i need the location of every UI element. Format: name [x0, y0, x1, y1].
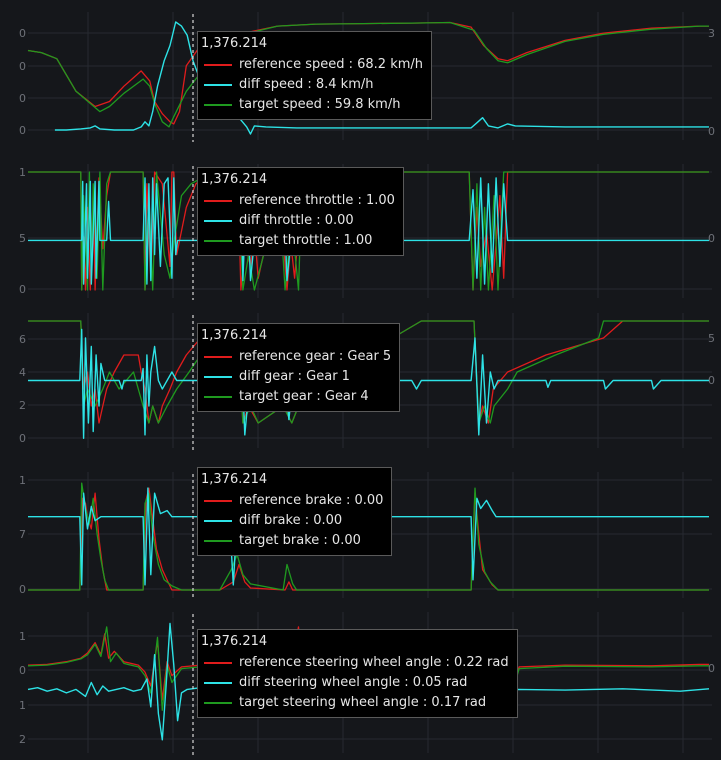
gear-tooltip: 1,376.214 reference gear : Gear 5 diff gea… [197, 323, 401, 412]
y-tick-label-left: 1 [19, 630, 26, 643]
tooltip-row: diff steering wheel angle : 0.05 rad [201, 673, 509, 693]
legend-swatch [204, 64, 232, 66]
tooltip-row-label: reference steering wheel angle : 0.22 ra… [239, 655, 509, 670]
tooltip-title: 1,376.214 [201, 36, 268, 51]
tooltip-row-label: target brake : 0.00 [239, 533, 361, 548]
tooltip-row-label: target speed : 59.8 km/h [239, 97, 401, 112]
y-tick-label-right: 0 [708, 125, 715, 138]
legend-swatch [204, 520, 232, 522]
brake-tooltip: 1,376.214 reference brake : 0.00 diff brak… [197, 467, 393, 556]
y-tick-label-right: 5 [708, 332, 715, 345]
tooltip-row-label: diff speed : 8.4 km/h [239, 77, 374, 92]
legend-swatch [204, 104, 232, 106]
y-tick-label-left: 0 [19, 27, 26, 40]
y-tick-label-left: 0 [19, 60, 26, 73]
y-tick-label-left: 0 [19, 283, 26, 296]
tooltip-title: 1,376.214 [201, 328, 268, 343]
tooltip-row: target brake : 0.00 [201, 531, 383, 551]
tooltip-title: 1,376.214 [201, 634, 268, 649]
y-tick-label-left: 0 [19, 664, 26, 677]
tooltip-row-label: diff brake : 0.00 [239, 513, 343, 528]
y-tick-label-left: 4 [19, 366, 26, 379]
throttle-reference-line [28, 171, 709, 291]
y-tick-label-right: 0 [708, 662, 715, 675]
tooltip-row: reference gear : Gear 5 [201, 347, 391, 367]
tooltip-row-label: reference brake : 0.00 [239, 493, 384, 508]
steering-tooltip: 1,376.214 reference steering wheel angle … [197, 629, 518, 718]
tooltip-row-label: target throttle : 1.00 [239, 233, 373, 248]
brake-target-line [28, 482, 709, 591]
throttle-diff-line [28, 177, 709, 285]
brake-diff-line [28, 487, 709, 586]
tooltip-row-label: target steering wheel angle : 0.17 rad [239, 695, 487, 710]
tooltip-row: target speed : 59.8 km/h [201, 95, 423, 115]
tooltip-row-label: reference gear : Gear 5 [239, 349, 392, 364]
throttle-tooltip: 1,376.214 reference throttle : 1.00 diff t… [197, 167, 404, 256]
tooltip-title: 1,376.214 [201, 172, 268, 187]
speed-tooltip: 1,376.214 reference speed : 68.2 km/h diff… [197, 31, 433, 120]
legend-swatch [204, 220, 232, 222]
legend-swatch [204, 662, 232, 664]
legend-swatch [204, 84, 232, 86]
tooltip-row: reference speed : 68.2 km/h [201, 55, 423, 75]
tooltip-title: 1,376.214 [201, 472, 268, 487]
y-tick-label-left: 7 [19, 528, 26, 541]
tooltip-row: target steering wheel angle : 0.17 rad [201, 693, 509, 713]
y-tick-label-left: 1 [19, 699, 26, 712]
y-tick-label-left: 5 [19, 232, 26, 245]
y-tick-label-right: 3 [708, 27, 715, 40]
tooltip-row: diff gear : Gear 1 [201, 367, 391, 387]
tooltip-row: diff brake : 0.00 [201, 511, 383, 531]
tooltip-row-label: reference throttle : 1.00 [239, 193, 395, 208]
throttle-target-line [28, 171, 709, 291]
y-tick-label-left: 1 [19, 166, 26, 179]
tooltip-row-label: diff throttle : 0.00 [239, 213, 354, 228]
legend-swatch [204, 702, 232, 704]
tooltip-row: diff speed : 8.4 km/h [201, 75, 423, 95]
legend-swatch [204, 500, 232, 502]
legend-swatch [204, 200, 232, 202]
y-tick-label-left: 0 [19, 124, 26, 137]
tooltip-row-label: target gear : Gear 4 [239, 389, 369, 404]
y-tick-label-left: 0 [19, 583, 26, 596]
tooltip-row: target throttle : 1.00 [201, 231, 395, 251]
tooltip-row-label: diff steering wheel angle : 0.05 rad [239, 675, 468, 690]
legend-swatch [204, 240, 232, 242]
legend-swatch [204, 396, 232, 398]
y-tick-label-left: 0 [19, 432, 26, 445]
tooltip-row: reference throttle : 1.00 [201, 191, 395, 211]
legend-swatch [204, 682, 232, 684]
tooltip-row: target gear : Gear 4 [201, 387, 391, 407]
y-tick-label-left: 0 [19, 92, 26, 105]
tooltip-row-label: diff gear : Gear 1 [239, 369, 350, 384]
tooltip-row-label: reference speed : 68.2 km/h [239, 57, 424, 72]
y-tick-label-right: 0 [708, 374, 715, 387]
y-tick-label-left: 2 [19, 733, 26, 746]
y-tick-label-left: 6 [19, 333, 26, 346]
tooltip-row: reference steering wheel angle : 0.22 ra… [201, 653, 509, 673]
y-tick-label-left: 1 [19, 474, 26, 487]
legend-swatch [204, 376, 232, 378]
tooltip-row: reference brake : 0.00 [201, 491, 383, 511]
y-tick-label-left: 2 [19, 399, 26, 412]
tooltip-row: diff throttle : 0.00 [201, 211, 395, 231]
y-tick-label-right: 0 [708, 232, 715, 245]
legend-swatch [204, 540, 232, 542]
legend-swatch [204, 356, 232, 358]
